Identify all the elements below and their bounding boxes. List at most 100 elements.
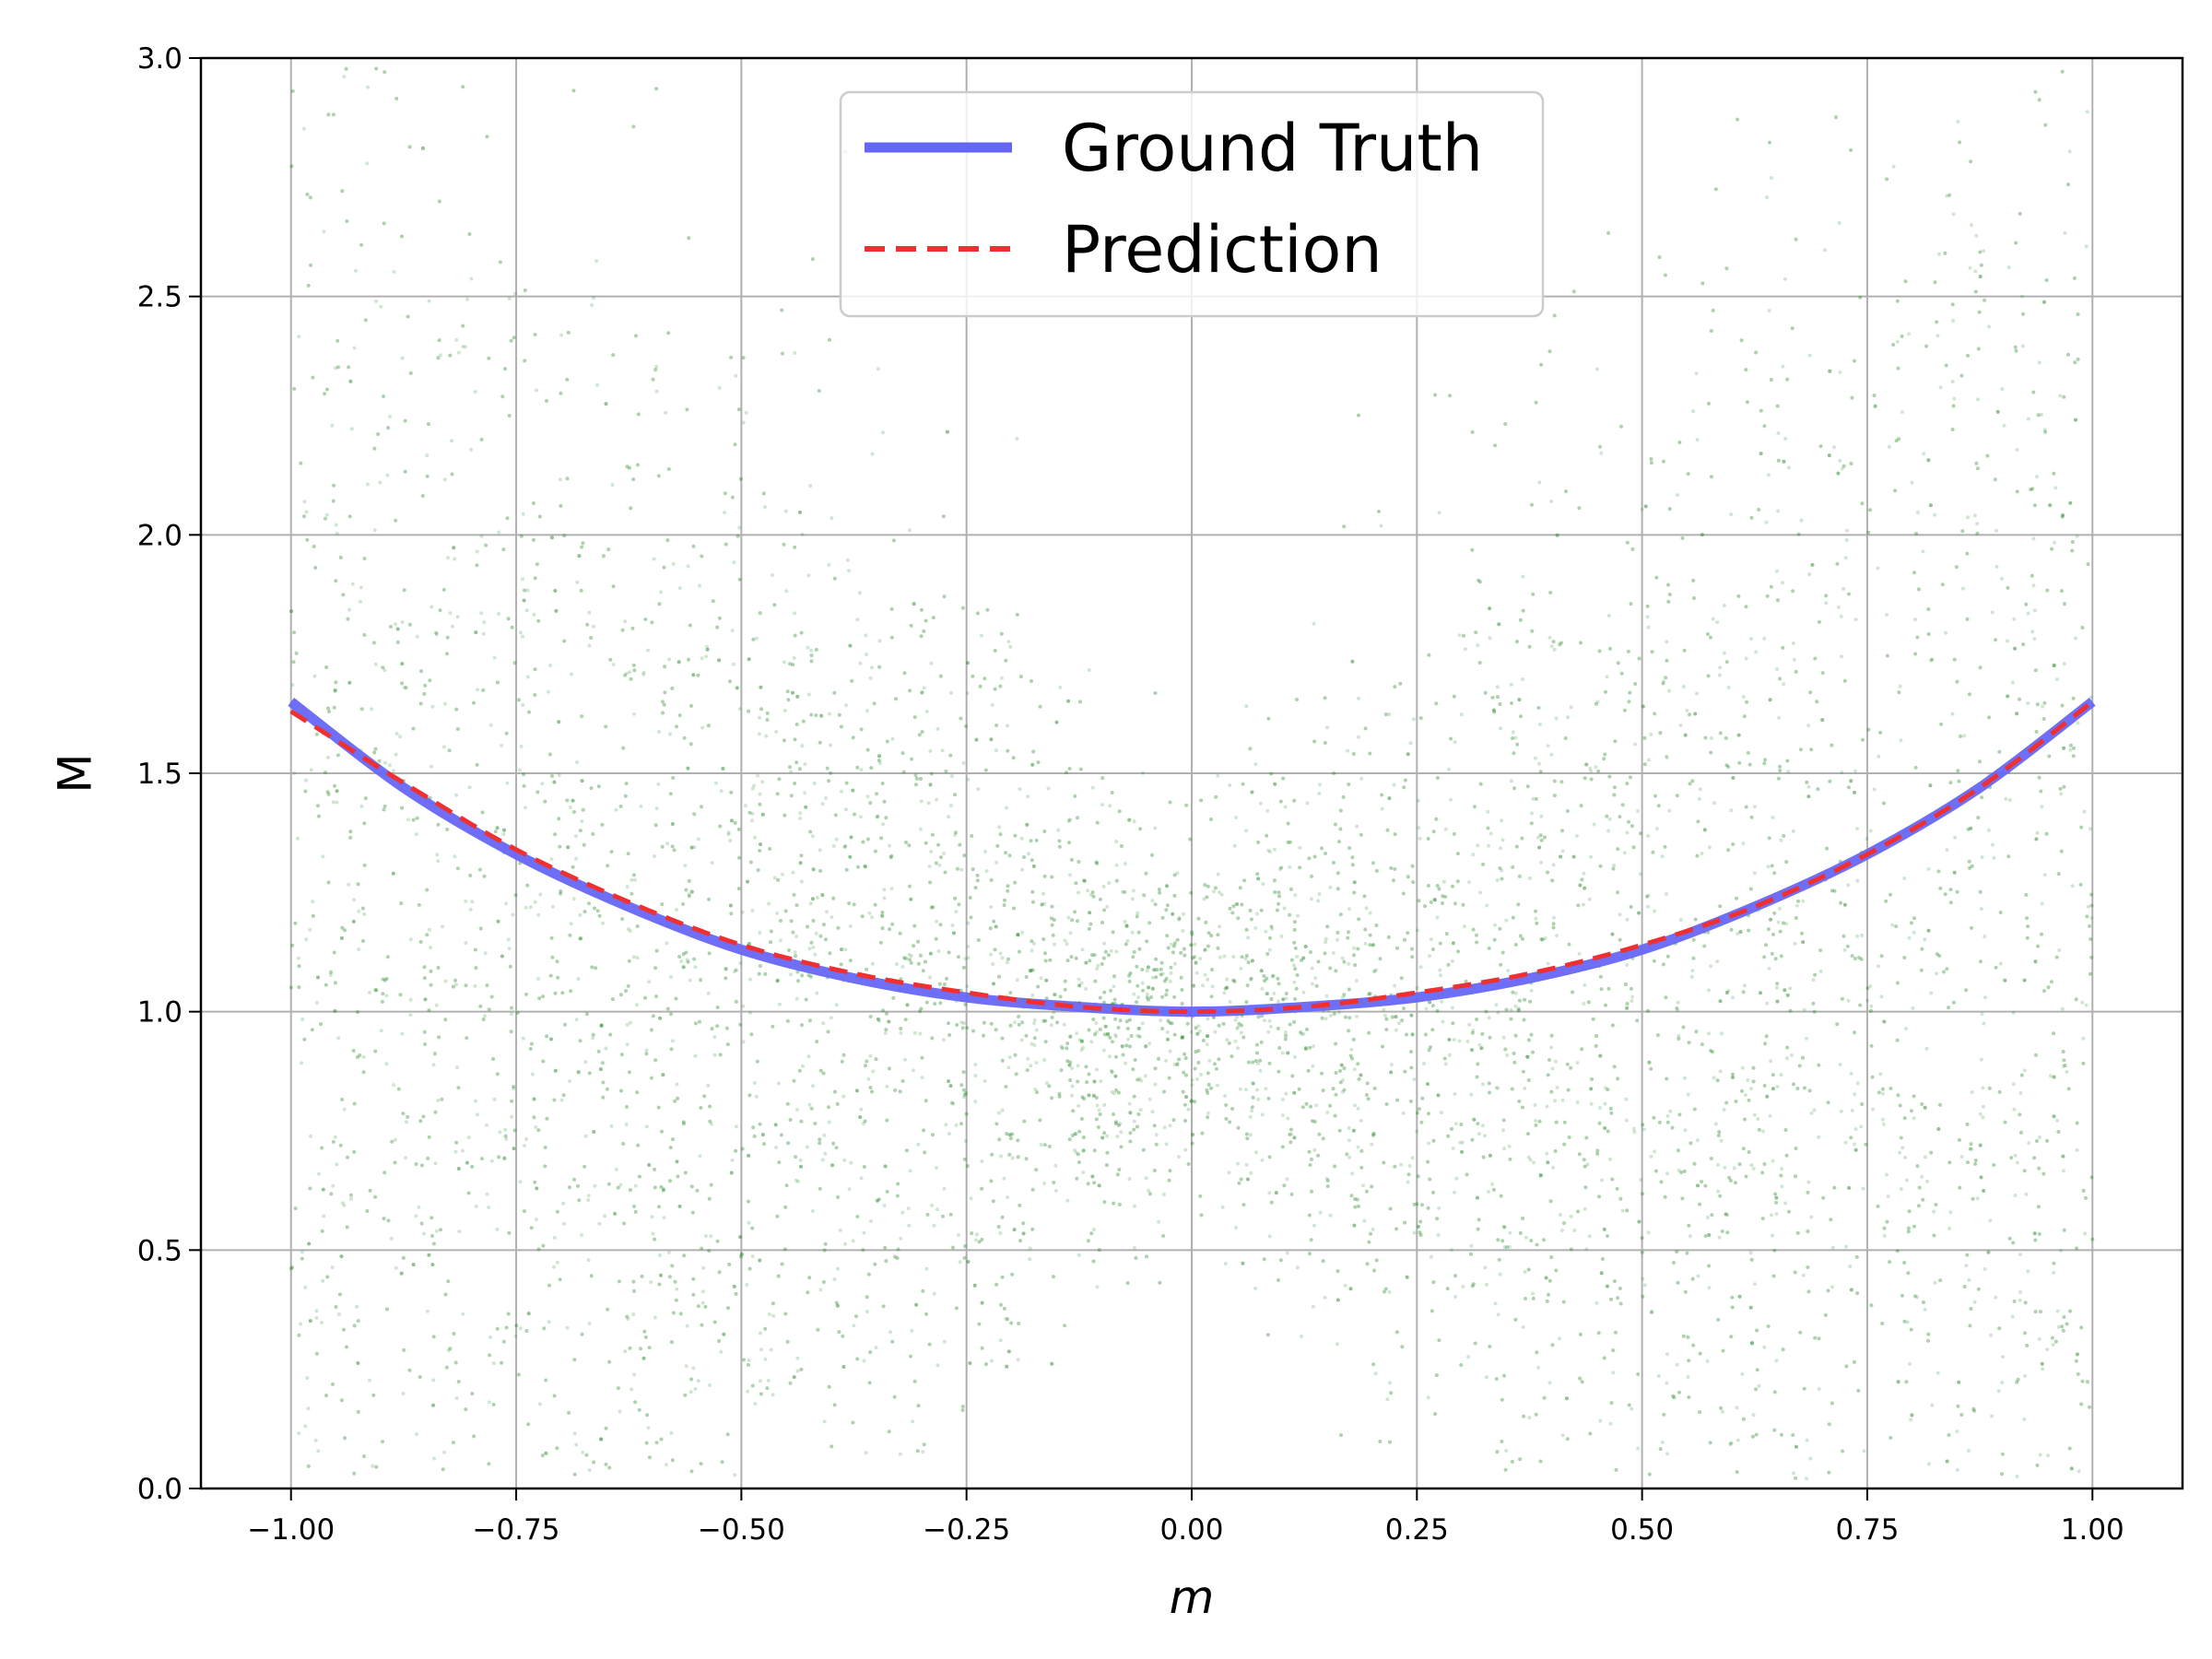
scatter-point	[1205, 1034, 1209, 1039]
scatter-point	[1054, 720, 1059, 724]
scatter-point	[747, 1011, 752, 1015]
scatter-point	[558, 477, 562, 482]
scatter-point	[1323, 1295, 1327, 1300]
scatter-point	[568, 1079, 572, 1084]
scatter-point	[1350, 659, 1355, 664]
scatter-point	[569, 922, 573, 926]
scatter-point	[1328, 1014, 1333, 1018]
scatter-point	[571, 897, 576, 901]
scatter-point	[1352, 1223, 1357, 1228]
scatter-point	[1324, 1176, 1329, 1181]
scatter-point	[1881, 1091, 1885, 1096]
scatter-point	[1550, 878, 1555, 883]
scatter-point	[1077, 977, 1081, 982]
scatter-point	[1266, 1030, 1271, 1034]
scatter-point	[664, 410, 668, 415]
scatter-point	[928, 748, 933, 753]
scatter-point	[970, 1231, 974, 1236]
scatter-point	[2069, 1466, 2074, 1471]
scatter-point	[1225, 985, 1230, 990]
scatter-point	[1741, 695, 1746, 699]
scatter-point	[1113, 1122, 1118, 1125]
scatter-point	[1891, 164, 1896, 169]
scatter-point	[641, 1356, 646, 1360]
scatter-point	[763, 1357, 768, 1361]
scatter-point	[2061, 1064, 2065, 1068]
scatter-point	[1335, 1342, 1339, 1347]
scatter-point	[1610, 932, 1615, 936]
scatter-point	[442, 1450, 447, 1454]
scatter-point	[848, 643, 853, 648]
scatter-point	[518, 1326, 523, 1331]
scatter-point	[594, 382, 599, 387]
scatter-point	[814, 713, 818, 718]
scatter-point	[2014, 348, 2018, 353]
scatter-point	[1584, 762, 1589, 767]
scatter-point	[2015, 712, 2019, 716]
scatter-point	[1552, 647, 1557, 652]
scatter-point	[1630, 1406, 1634, 1411]
scatter-point	[1253, 1286, 1258, 1290]
scatter-point	[1244, 1162, 1249, 1167]
scatter-point	[1305, 801, 1310, 806]
scatter-point	[1008, 644, 1013, 649]
scatter-point	[1498, 846, 1502, 851]
scatter-point	[878, 761, 882, 765]
scatter-point	[586, 1194, 591, 1198]
scatter-point	[1373, 1371, 1378, 1376]
scatter-point	[1907, 935, 1912, 940]
scatter-point	[1768, 698, 1772, 702]
scatter-point	[626, 927, 630, 931]
scatter-point	[1537, 723, 1542, 726]
scatter-point	[730, 629, 735, 633]
scatter-point	[1130, 897, 1135, 901]
scatter-point	[1301, 956, 1306, 960]
scatter-point	[1706, 674, 1711, 678]
scatter-point	[813, 952, 818, 957]
scatter-point	[633, 1183, 638, 1188]
scatter-point	[2085, 110, 2089, 114]
scatter-point	[1288, 865, 1292, 869]
scatter-point	[1264, 1087, 1268, 1091]
scatter-point	[1496, 1010, 1500, 1015]
scatter-point	[806, 692, 811, 697]
scatter-point	[631, 1312, 636, 1316]
scatter-point	[1256, 877, 1261, 881]
scatter-point	[587, 643, 592, 648]
scatter-point	[523, 1144, 527, 1148]
scatter-point	[1443, 1062, 1448, 1066]
scatter-point	[1594, 1300, 1599, 1305]
scatter-point	[1555, 1085, 1559, 1089]
scatter-point	[1740, 1065, 1745, 1070]
scatter-point	[289, 609, 294, 614]
scatter-point	[359, 804, 364, 808]
scatter-point	[1471, 1029, 1476, 1033]
scatter-point	[1898, 1150, 1902, 1155]
scatter-point	[2035, 830, 2040, 835]
scatter-point	[1050, 1361, 1054, 1366]
scatter-point	[1771, 932, 1775, 936]
scatter-point	[888, 1330, 892, 1335]
scatter-point	[1817, 1387, 1821, 1392]
scatter-point	[1243, 1088, 1248, 1092]
scatter-point	[391, 871, 395, 876]
scatter-point	[753, 1402, 758, 1406]
scatter-point	[1983, 1266, 1987, 1271]
scatter-point	[920, 1076, 924, 1080]
scatter-point	[1944, 630, 1948, 635]
scatter-point	[430, 1263, 435, 1267]
scatter-point	[852, 1324, 856, 1328]
scatter-point	[1678, 724, 1683, 727]
scatter-point	[1646, 893, 1651, 898]
scatter-point	[717, 385, 722, 390]
scatter-point	[2013, 1194, 2018, 1197]
scatter-point	[2048, 503, 2053, 508]
scatter-point	[1667, 688, 1672, 693]
scatter-point	[1895, 339, 1900, 344]
scatter-point	[487, 1400, 491, 1405]
scatter-point	[2030, 629, 2035, 634]
scatter-point	[1450, 1126, 1453, 1131]
scatter-point	[329, 1192, 334, 1196]
scatter-point	[1843, 556, 1848, 560]
scatter-point	[1300, 1032, 1304, 1037]
